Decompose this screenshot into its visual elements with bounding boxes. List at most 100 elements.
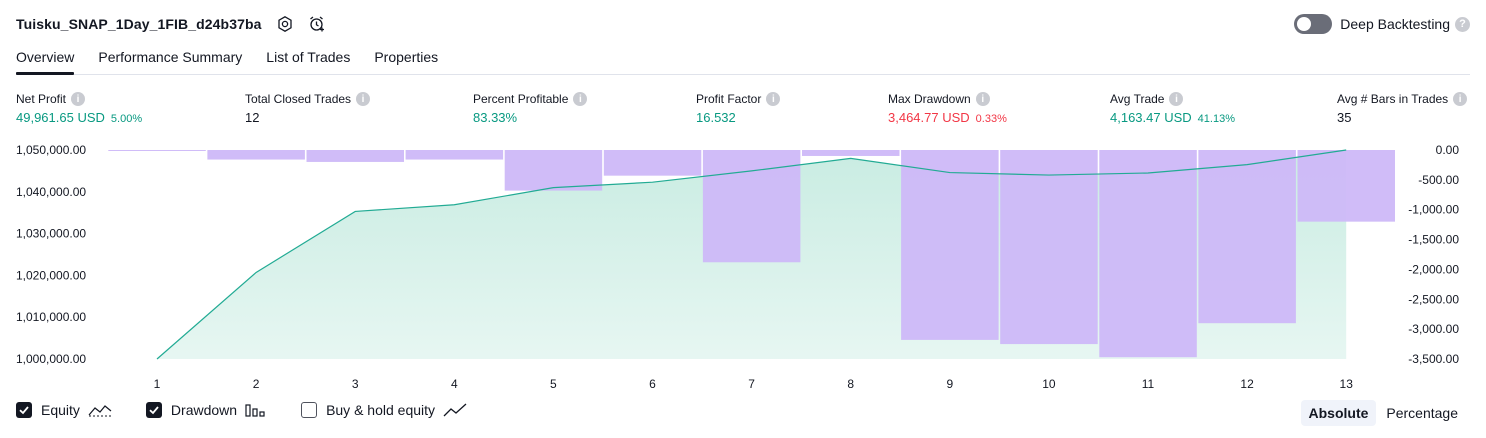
metric-profit-factor: Profit Factor i 16.532 <box>696 92 781 125</box>
metrics-row: Net Profit i 49,961.65 USD 5.00% Total Clo… <box>0 92 1486 132</box>
drawdown-bar <box>1000 150 1098 345</box>
equity-checkbox[interactable] <box>16 402 32 418</box>
metric-percent: 41.13% <box>1197 113 1235 125</box>
left-axis-tick-label: 1,020,000.00 <box>16 268 86 282</box>
right-axis-tick-label: -3,000.00 <box>1408 322 1459 336</box>
right-axis-tick-label: -500.00 <box>1418 173 1459 187</box>
drawdown-bars-icon <box>245 402 267 418</box>
metric-value: 3,464.77 USD <box>888 110 970 125</box>
tab-bar: Overview Performance Summary List of Tra… <box>16 42 1470 75</box>
value-mode-switch: Absolute Percentage <box>1299 400 1467 426</box>
info-icon[interactable]: i <box>766 92 781 106</box>
x-axis-tick-label: 2 <box>253 377 260 391</box>
metric-value: 4,163.47 USD <box>1110 110 1192 125</box>
legend-drawdown[interactable]: Drawdown <box>145 402 267 418</box>
metric-label: Max Drawdown <box>888 92 971 106</box>
strategy-title: Tuisku_SNAP_1Day_1FIB_d24b37ba <box>16 16 262 32</box>
chart-legend: Equity Drawdown Buy & hold equity <box>16 402 501 418</box>
left-axis-tick-label: 1,030,000.00 <box>16 227 86 241</box>
drawdown-bar <box>405 150 504 160</box>
equity-drawdown-chart: 1,050,000.00 1,040,000.00 1,030,000.00 1,02… <box>16 143 1460 391</box>
legend-buy-hold-equity[interactable]: Buy & hold equity <box>301 402 467 418</box>
metric-max-drawdown: Max Drawdown i 3,464.77 USD 0.33% <box>888 92 1007 125</box>
deep-backtesting: Deep Backtesting ? <box>1294 14 1470 34</box>
add-alert-icon[interactable] <box>308 15 326 33</box>
strategy-header: Tuisku_SNAP_1Day_1FIB_d24b37ba Deep Back… <box>16 10 1470 38</box>
x-axis-tick-label: 4 <box>451 377 458 391</box>
info-icon[interactable]: i <box>1453 92 1468 106</box>
drawdown-bar <box>108 150 206 151</box>
metric-label: Avg # Bars in Trades <box>1337 92 1449 106</box>
drawdown-bar <box>1198 150 1296 324</box>
metric-avg-trade: Avg Trade i 4,163.47 USD 41.13% <box>1110 92 1235 125</box>
x-axis-tick-label: 12 <box>1240 377 1254 391</box>
drawdown-bar <box>901 150 999 340</box>
left-axis-tick-label: 1,010,000.00 <box>16 310 86 324</box>
metric-label: Net Profit <box>16 92 67 106</box>
right-axis-tick-label: -3,500.00 <box>1408 352 1459 366</box>
legend-label: Drawdown <box>170 402 238 418</box>
info-icon[interactable]: i <box>975 92 990 106</box>
equity-line <box>156 149 1347 360</box>
x-axis-tick-label: 11 <box>1142 377 1155 391</box>
equity-line-icon <box>88 402 112 418</box>
metric-label: Total Closed Trades <box>245 92 352 106</box>
help-icon[interactable]: ? <box>1455 16 1470 32</box>
metric-percent: 5.00% <box>110 113 143 125</box>
tab-overview[interactable]: Overview <box>16 42 75 75</box>
metric-label: Percent Profitable <box>473 92 569 106</box>
right-axis-tick-label: -2,000.00 <box>1408 262 1459 276</box>
info-icon[interactable]: i <box>356 92 371 106</box>
settings-icon[interactable] <box>276 15 294 33</box>
drawdown-bar <box>702 150 801 263</box>
drawdown-bar <box>802 150 900 156</box>
metric-label: Avg Trade <box>1110 92 1165 106</box>
metric-total-closed-trades: Total Closed Trades i 12 <box>245 92 371 125</box>
x-axis-tick-label: 8 <box>847 377 854 391</box>
x-axis-tick-label: 5 <box>550 377 557 391</box>
right-axis-tick-label: -2,500.00 <box>1408 292 1459 306</box>
drawdown-bar <box>603 150 702 176</box>
metric-value: 12 <box>245 110 260 125</box>
tab-list-of-trades[interactable]: List of Trades <box>266 49 351 65</box>
drawdown-bar <box>207 150 305 160</box>
drawdown-bar <box>504 150 603 191</box>
metric-label: Profit Factor <box>696 92 762 106</box>
x-axis-tick-label: 3 <box>352 377 359 391</box>
metric-percent: 0.33% <box>975 113 1007 125</box>
x-axis-tick-label: 9 <box>946 377 953 391</box>
mode-absolute-button[interactable]: Absolute <box>1300 400 1377 426</box>
drawdown-bar <box>1099 150 1197 358</box>
metric-value: 16.532 <box>696 110 736 125</box>
metric-value: 35 <box>1337 110 1352 125</box>
x-axis-tick-label: 6 <box>649 377 656 391</box>
drawdown-bar <box>306 150 404 162</box>
x-axis-tick-label: 1 <box>154 377 161 391</box>
mode-percentage-button[interactable]: Percentage <box>1386 405 1458 421</box>
right-axis-tick-label: -1,500.00 <box>1408 233 1459 247</box>
drawdown-bar <box>1297 150 1395 222</box>
metric-value: 49,961.65 USD <box>16 110 105 125</box>
info-icon[interactable]: i <box>71 92 86 106</box>
x-axis-tick-label: 13 <box>1340 377 1354 391</box>
legend-equity[interactable]: Equity <box>16 402 112 418</box>
right-axis-tick-label: 0.00 <box>1436 143 1460 157</box>
metric-value: 83.33% <box>473 110 518 125</box>
deep-backtesting-label: Deep Backtesting <box>1340 16 1450 32</box>
buy-hold-line-icon <box>443 402 467 418</box>
info-icon[interactable]: i <box>573 92 588 106</box>
tab-properties[interactable]: Properties <box>374 49 439 65</box>
drawdown-checkbox[interactable] <box>145 402 162 418</box>
left-axis-tick-label: 1,040,000.00 <box>16 185 86 199</box>
info-icon[interactable]: i <box>1169 92 1184 106</box>
tab-performance-summary[interactable]: Performance Summary <box>98 49 243 65</box>
metric-net-profit: Net Profit i 49,961.65 USD 5.00% <box>16 92 142 125</box>
buy-hold-checkbox[interactable] <box>301 402 318 418</box>
right-axis-tick-label: -1,000.00 <box>1408 203 1459 217</box>
deep-backtesting-toggle[interactable] <box>1294 14 1333 34</box>
x-axis-tick-label: 10 <box>1042 377 1056 391</box>
left-axis-tick-label: 1,000,000.00 <box>16 352 86 366</box>
legend-label: Equity <box>41 402 80 418</box>
legend-label: Buy & hold equity <box>326 402 436 418</box>
metric-avg-bars-in-trades: Avg # Bars in Trades i 35 <box>1337 92 1468 125</box>
